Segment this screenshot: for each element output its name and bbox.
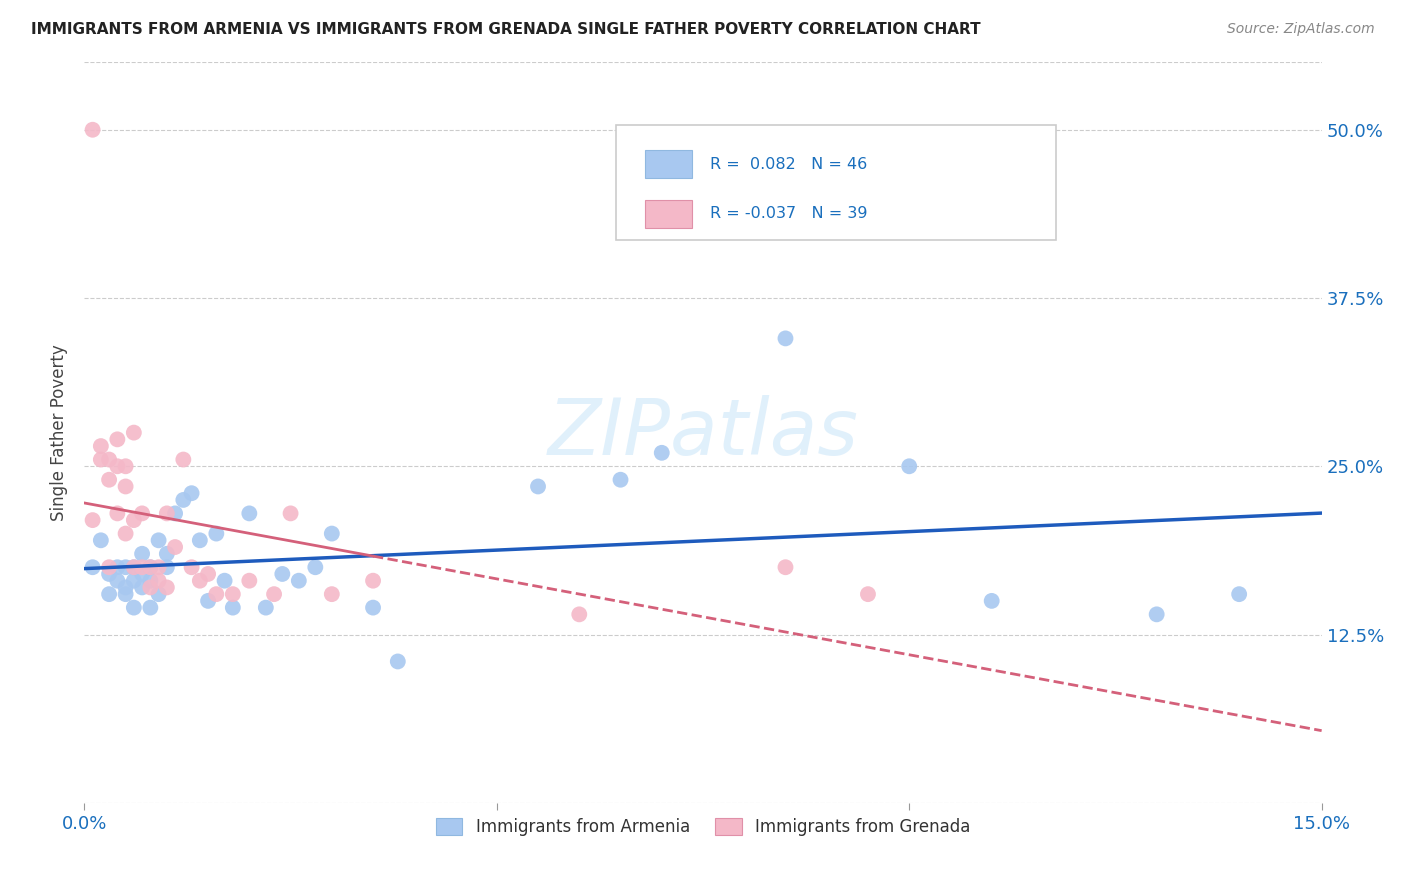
Point — [156, 581, 179, 595]
Point — [114, 479, 136, 493]
Point — [90, 533, 112, 548]
Point — [271, 566, 294, 581]
Point — [180, 560, 202, 574]
Point — [122, 513, 145, 527]
Point — [122, 560, 145, 574]
Point — [148, 574, 170, 588]
Point — [254, 600, 277, 615]
Point — [222, 600, 245, 615]
Point — [114, 560, 136, 574]
Point — [122, 560, 145, 574]
Point — [148, 560, 170, 574]
Point — [105, 433, 128, 447]
Point — [98, 560, 121, 574]
Point — [165, 507, 187, 521]
Point — [321, 587, 343, 601]
FancyBboxPatch shape — [645, 151, 692, 178]
Point — [131, 566, 153, 581]
Point — [361, 574, 384, 588]
Text: Source: ZipAtlas.com: Source: ZipAtlas.com — [1227, 22, 1375, 37]
Point — [90, 452, 112, 467]
Point — [122, 425, 145, 440]
Point — [114, 581, 136, 595]
Point — [156, 507, 179, 521]
Text: IMMIGRANTS FROM ARMENIA VS IMMIGRANTS FROM GRENADA SINGLE FATHER POVERTY CORRELA: IMMIGRANTS FROM ARMENIA VS IMMIGRANTS FR… — [31, 22, 980, 37]
Point — [139, 581, 162, 595]
Point — [361, 600, 384, 615]
Point — [1227, 587, 1250, 601]
Point — [139, 560, 162, 574]
Point — [122, 600, 145, 615]
Point — [105, 507, 128, 521]
Point — [856, 587, 879, 601]
Point — [131, 507, 153, 521]
Point — [114, 587, 136, 601]
Point — [82, 122, 104, 136]
Text: R =  0.082   N = 46: R = 0.082 N = 46 — [710, 157, 868, 172]
Point — [148, 587, 170, 601]
Point — [205, 587, 228, 601]
FancyBboxPatch shape — [616, 126, 1056, 240]
Point — [139, 560, 162, 574]
Text: R = -0.037   N = 39: R = -0.037 N = 39 — [710, 206, 868, 221]
Point — [90, 439, 112, 453]
Point — [98, 473, 121, 487]
Point — [304, 560, 326, 574]
Point — [1146, 607, 1168, 622]
Point — [238, 574, 260, 588]
Point — [172, 492, 194, 507]
Point — [98, 452, 121, 467]
Point — [131, 581, 153, 595]
Point — [387, 655, 409, 669]
Point — [114, 526, 136, 541]
Point — [82, 560, 104, 574]
Point — [609, 473, 631, 487]
Point — [156, 547, 179, 561]
Point — [139, 600, 162, 615]
Point — [188, 533, 211, 548]
Point — [105, 560, 128, 574]
Point — [148, 533, 170, 548]
Point — [238, 507, 260, 521]
Point — [197, 566, 219, 581]
Y-axis label: Single Father Poverty: Single Father Poverty — [51, 344, 69, 521]
Point — [172, 452, 194, 467]
Point — [280, 507, 302, 521]
FancyBboxPatch shape — [645, 200, 692, 227]
Point — [139, 574, 162, 588]
Point — [131, 547, 153, 561]
Point — [898, 459, 921, 474]
Point — [165, 540, 187, 554]
Text: ZIPatlas: ZIPatlas — [547, 394, 859, 471]
Point — [214, 574, 236, 588]
Point — [222, 587, 245, 601]
Point — [197, 594, 219, 608]
Point — [651, 446, 673, 460]
Point — [775, 560, 797, 574]
Point — [321, 526, 343, 541]
Point — [98, 587, 121, 601]
Point — [114, 459, 136, 474]
Point — [98, 566, 121, 581]
Point — [205, 526, 228, 541]
Point — [105, 574, 128, 588]
Point — [568, 607, 591, 622]
Point — [527, 479, 550, 493]
Point — [131, 560, 153, 574]
Point — [775, 331, 797, 345]
Legend: Immigrants from Armenia, Immigrants from Grenada: Immigrants from Armenia, Immigrants from… — [429, 811, 977, 843]
Point — [188, 574, 211, 588]
Point — [82, 513, 104, 527]
Point — [288, 574, 311, 588]
Point — [156, 560, 179, 574]
Point — [263, 587, 285, 601]
Point — [122, 574, 145, 588]
Point — [980, 594, 1002, 608]
Point — [180, 486, 202, 500]
Point — [105, 459, 128, 474]
